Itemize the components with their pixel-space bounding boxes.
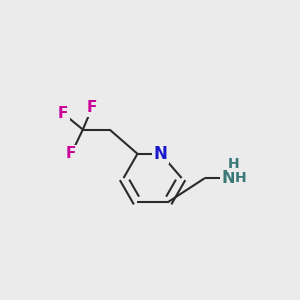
Text: N: N [221, 169, 235, 187]
Text: N: N [154, 145, 168, 163]
Text: H: H [235, 171, 247, 185]
Text: F: F [66, 146, 76, 161]
Text: H: H [228, 157, 240, 171]
Text: F: F [58, 106, 68, 121]
Text: F: F [87, 100, 97, 115]
